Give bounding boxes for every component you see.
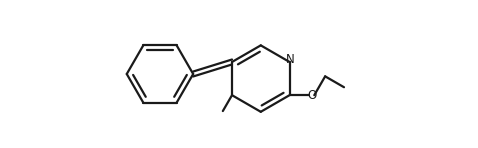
Text: O: O [307,89,316,102]
Text: N: N [286,53,295,66]
